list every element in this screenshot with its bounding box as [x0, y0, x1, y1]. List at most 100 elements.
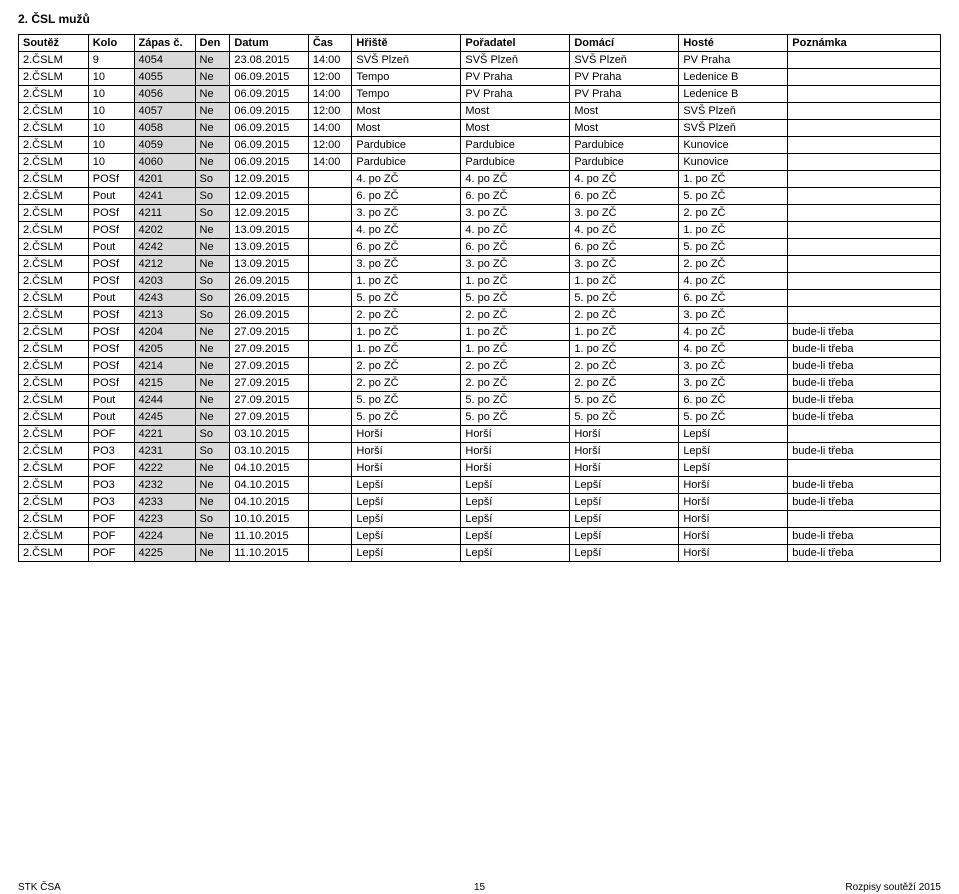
table-cell: 4212: [134, 256, 195, 273]
table-cell: Ne: [195, 239, 230, 256]
table-cell: 2. po ZČ: [352, 375, 461, 392]
table-cell: [788, 256, 941, 273]
table-cell: 06.09.2015: [230, 154, 308, 171]
table-cell: SVŠ Plzeň: [352, 52, 461, 69]
table-cell: bude-li třeba: [788, 528, 941, 545]
table-cell: 5. po ZČ: [461, 290, 570, 307]
table-cell: 11.10.2015: [230, 545, 308, 562]
table-cell: Horší: [352, 426, 461, 443]
table-cell: [308, 511, 352, 528]
table-cell: 4. po ZČ: [570, 171, 679, 188]
table-cell: 5. po ZČ: [570, 392, 679, 409]
table-cell: 06.09.2015: [230, 103, 308, 120]
table-cell: Lepší: [570, 545, 679, 562]
table-cell: 4. po ZČ: [461, 222, 570, 239]
table-cell: Ne: [195, 86, 230, 103]
table-cell: 4232: [134, 477, 195, 494]
table-cell: Lepší: [352, 511, 461, 528]
table-cell: 11.10.2015: [230, 528, 308, 545]
table-cell: So: [195, 205, 230, 222]
table-cell: [788, 52, 941, 69]
table-cell: 10: [88, 120, 134, 137]
table-cell: Lepší: [461, 545, 570, 562]
table-cell: 4245: [134, 409, 195, 426]
table-cell: 03.10.2015: [230, 443, 308, 460]
table-cell: 4225: [134, 545, 195, 562]
table-cell: POSf: [88, 205, 134, 222]
table-cell: 2. po ZČ: [679, 205, 788, 222]
table-cell: 4215: [134, 375, 195, 392]
table-row: 2.ČSLMPO34231So03.10.2015HoršíHoršíHorší…: [19, 443, 941, 460]
table-cell: 10: [88, 103, 134, 120]
table-cell: 3. po ZČ: [570, 256, 679, 273]
table-cell: [788, 137, 941, 154]
table-cell: Ne: [195, 460, 230, 477]
column-header: Kolo: [88, 35, 134, 52]
table-cell: Lepší: [461, 477, 570, 494]
table-cell: 2. po ZČ: [461, 375, 570, 392]
table-cell: 1. po ZČ: [570, 324, 679, 341]
table-cell: Kunovice: [679, 154, 788, 171]
table-row: 2.ČSLMPout4241So12.09.20156. po ZČ6. po …: [19, 188, 941, 205]
table-cell: SVŠ Plzeň: [570, 52, 679, 69]
table-cell: POSf: [88, 256, 134, 273]
table-cell: 4202: [134, 222, 195, 239]
table-cell: bude-li třeba: [788, 494, 941, 511]
table-cell: 1. po ZČ: [461, 341, 570, 358]
table-cell: Most: [352, 120, 461, 137]
table-cell: [308, 392, 352, 409]
table-cell: [788, 426, 941, 443]
table-cell: 2.ČSLM: [19, 511, 89, 528]
table-cell: 26.09.2015: [230, 307, 308, 324]
table-cell: 14:00: [308, 154, 352, 171]
table-cell: Lepší: [679, 426, 788, 443]
table-row: 2.ČSLMPOSf4212Ne13.09.20153. po ZČ3. po …: [19, 256, 941, 273]
column-header: Pořadatel: [461, 35, 570, 52]
table-cell: [308, 426, 352, 443]
table-cell: 2.ČSLM: [19, 222, 89, 239]
table-cell: 1. po ZČ: [352, 324, 461, 341]
table-cell: 4055: [134, 69, 195, 86]
table-cell: POSf: [88, 324, 134, 341]
table-cell: 04.10.2015: [230, 460, 308, 477]
table-cell: POSf: [88, 273, 134, 290]
table-cell: 2.ČSLM: [19, 443, 89, 460]
table-cell: 4213: [134, 307, 195, 324]
table-cell: PO3: [88, 494, 134, 511]
table-row: 2.ČSLM94054Ne23.08.201514:00SVŠ PlzeňSVŠ…: [19, 52, 941, 69]
table-cell: bude-li třeba: [788, 409, 941, 426]
column-header: Datum: [230, 35, 308, 52]
column-header: Hosté: [679, 35, 788, 52]
table-cell: 4201: [134, 171, 195, 188]
table-cell: 26.09.2015: [230, 273, 308, 290]
table-cell: 13.09.2015: [230, 222, 308, 239]
schedule-table: SoutěžKoloZápas č.DenDatumČasHřištěPořad…: [18, 34, 941, 562]
table-cell: 4057: [134, 103, 195, 120]
table-cell: PO3: [88, 477, 134, 494]
table-cell: Most: [570, 120, 679, 137]
table-cell: 6. po ZČ: [570, 188, 679, 205]
table-cell: 2.ČSLM: [19, 307, 89, 324]
table-cell: 4223: [134, 511, 195, 528]
table-cell: 4. po ZČ: [679, 273, 788, 290]
table-cell: Ne: [195, 528, 230, 545]
table-cell: [308, 307, 352, 324]
table-cell: [308, 375, 352, 392]
table-cell: 4222: [134, 460, 195, 477]
table-cell: 4. po ZČ: [352, 222, 461, 239]
table-cell: POF: [88, 528, 134, 545]
table-cell: [308, 273, 352, 290]
footer-right: Rozpisy soutěží 2015: [845, 882, 941, 893]
table-cell: 4. po ZČ: [570, 222, 679, 239]
table-cell: 27.09.2015: [230, 409, 308, 426]
table-cell: Tempo: [352, 86, 461, 103]
table-cell: Ne: [195, 256, 230, 273]
table-cell: [788, 120, 941, 137]
table-cell: 5. po ZČ: [679, 409, 788, 426]
table-cell: [788, 154, 941, 171]
table-row: 2.ČSLMPOSf4215Ne27.09.20152. po ZČ2. po …: [19, 375, 941, 392]
table-cell: Pout: [88, 290, 134, 307]
table-cell: POSf: [88, 341, 134, 358]
table-cell: So: [195, 290, 230, 307]
table-cell: 2.ČSLM: [19, 69, 89, 86]
